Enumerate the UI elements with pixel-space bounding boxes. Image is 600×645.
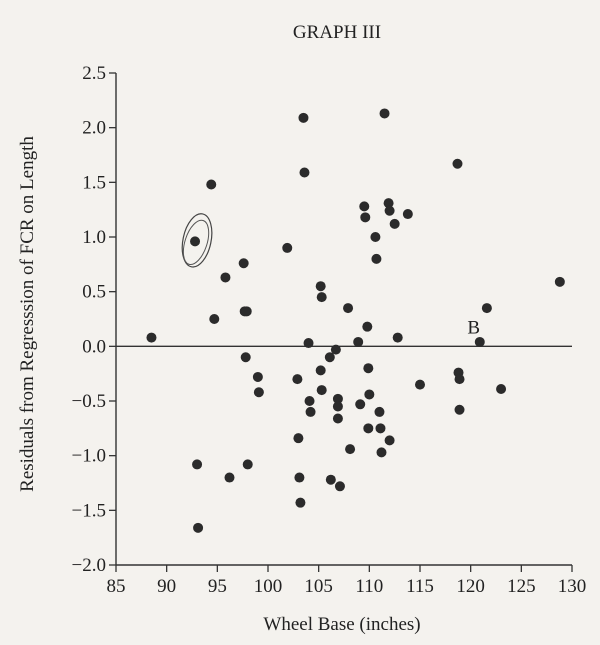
data-point: [252, 371, 263, 382]
data-point: [343, 303, 354, 314]
tick-marks: [109, 72, 573, 572]
data-point: [316, 292, 327, 303]
x-axis-label: Wheel Base (inches): [263, 614, 420, 635]
data-point: [374, 406, 385, 417]
data-point: [193, 522, 204, 533]
data-point: [293, 433, 304, 444]
data-point: [355, 399, 366, 410]
data-point: [474, 336, 485, 347]
data-point: [295, 497, 306, 508]
x-tick-label: 100: [254, 576, 283, 597]
x-tick-label: 120: [456, 576, 485, 597]
data-point: [315, 281, 326, 292]
data-point: [253, 387, 264, 398]
data-point: [452, 158, 463, 169]
y-tick-label: −2.0: [72, 555, 106, 576]
data-points: [146, 108, 565, 533]
annotations: B: [181, 213, 480, 338]
data-point: [370, 232, 381, 242]
data-point: [292, 374, 303, 385]
data-point: [209, 314, 220, 324]
data-point: [242, 459, 253, 470]
y-tick-label: 1.5: [82, 172, 106, 193]
y-tick-label: 1.0: [82, 227, 106, 248]
data-point: [392, 332, 403, 343]
axes: [115, 73, 572, 566]
data-point: [363, 363, 374, 374]
circled-point-marker-inner: [182, 219, 210, 266]
data-point: [554, 276, 565, 287]
data-point: [190, 236, 201, 247]
x-tick-label: 110: [355, 576, 383, 597]
data-point: [238, 258, 249, 269]
data-point: [303, 338, 314, 349]
data-point: [294, 472, 305, 483]
data-point: [220, 272, 231, 283]
chart-title: GRAPH III: [293, 22, 381, 43]
y-tick-label: −0.5: [72, 391, 106, 412]
data-point: [324, 352, 335, 363]
data-point: [316, 385, 327, 396]
data-point: [315, 365, 326, 376]
y-tick-label: −1.0: [72, 446, 106, 467]
data-point: [305, 406, 316, 417]
data-point: [332, 413, 343, 424]
data-point: [375, 423, 386, 434]
data-point: [389, 218, 400, 229]
data-point: [304, 396, 315, 406]
data-point: [454, 404, 465, 415]
data-point: [345, 444, 356, 455]
data-point: [362, 321, 373, 332]
data-point: [332, 393, 343, 404]
x-tick-label: 95: [208, 576, 227, 597]
data-point: [364, 389, 375, 400]
data-point: [332, 401, 343, 412]
y-tick-label: 2.5: [82, 63, 106, 84]
data-point: [481, 303, 492, 314]
data-point: [241, 306, 252, 317]
y-tick-label: 0.5: [82, 282, 106, 303]
data-point: [298, 112, 309, 123]
data-point: [146, 332, 157, 343]
data-point: [384, 435, 395, 446]
data-point: [334, 481, 345, 492]
data-point: [415, 379, 425, 390]
data-point: [383, 198, 394, 209]
y-tick-label: 2.0: [82, 118, 106, 139]
data-point: [371, 253, 382, 264]
x-tick-label: 105: [304, 576, 333, 597]
data-point: [359, 201, 370, 212]
data-point: [325, 474, 336, 485]
data-point: [282, 242, 293, 253]
y-tick-label: −1.5: [72, 500, 106, 521]
data-point: [454, 374, 465, 385]
data-point: [353, 336, 364, 347]
data-point: [496, 383, 507, 394]
x-tick-label: 85: [107, 576, 126, 597]
data-point: [360, 212, 371, 223]
y-tick-label: 0.0: [82, 336, 106, 357]
data-point: [376, 447, 387, 458]
data-point: [299, 167, 310, 178]
data-point: [224, 472, 235, 483]
circled-point-marker: [181, 213, 213, 268]
data-point: [240, 352, 251, 363]
data-point: [206, 179, 217, 190]
x-tick-label: 115: [406, 576, 434, 597]
x-tick-label: 130: [558, 576, 587, 597]
point-annotation-label: B: [467, 317, 480, 338]
data-point: [330, 344, 341, 355]
data-point: [384, 205, 395, 216]
x-tick-label: 125: [507, 576, 536, 597]
x-tick-label: 90: [157, 576, 176, 597]
data-point: [379, 108, 390, 119]
tick-labels: 2.5 2.0 1.5 1.0 0.5 0.0 −0.5 −1.0 −1.5 −2.085 90 95…: [72, 63, 587, 597]
data-point: [192, 459, 203, 470]
y-axis-label: Residuals from Regresssion of FCR on Len…: [17, 136, 38, 492]
data-point: [363, 423, 374, 434]
data-point: [402, 209, 413, 220]
